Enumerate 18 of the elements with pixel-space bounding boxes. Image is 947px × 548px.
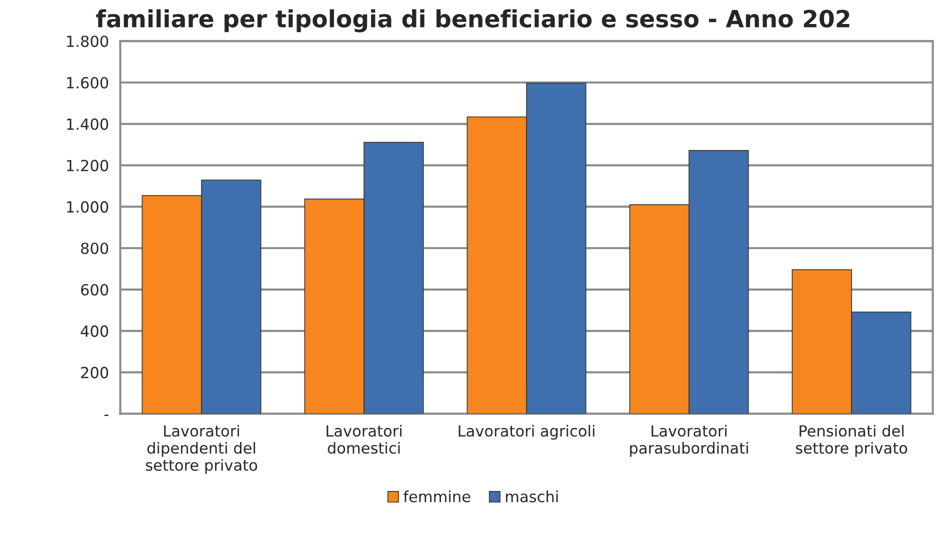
x-tick-label: Lavoratori parasubordinati [630, 424, 748, 457]
legend-label: femmine [403, 490, 470, 502]
y-tick-label: 800 [81, 242, 108, 254]
x-tick-label: Lavoratori domestici [326, 424, 402, 454]
y-tick-label: 400 [80, 325, 108, 337]
x-tick-label: Lavoratori agricoli [458, 424, 594, 440]
y-tick-label: 1.400 [67, 118, 108, 130]
y-tick-label: - [104, 414, 108, 416]
chart-title: familiare per tipologia di beneficiario e sesso - Anno 202 [96, 9, 850, 32]
y-tick-label: 200 [81, 366, 108, 378]
y-tick-label: 1.800 [67, 36, 108, 48]
legend-label: maschi [506, 490, 558, 502]
y-tick-label: 1.600 [67, 76, 108, 89]
y-tick-label: 1.200 [67, 160, 108, 172]
x-tick-label: Pensionati del settore privato [796, 424, 908, 457]
x-tick-label: Lavoratori dipendenti del settore privato [146, 424, 258, 474]
y-tick-label: 600 [81, 284, 108, 296]
y-tick-label: 1.000 [67, 201, 108, 213]
